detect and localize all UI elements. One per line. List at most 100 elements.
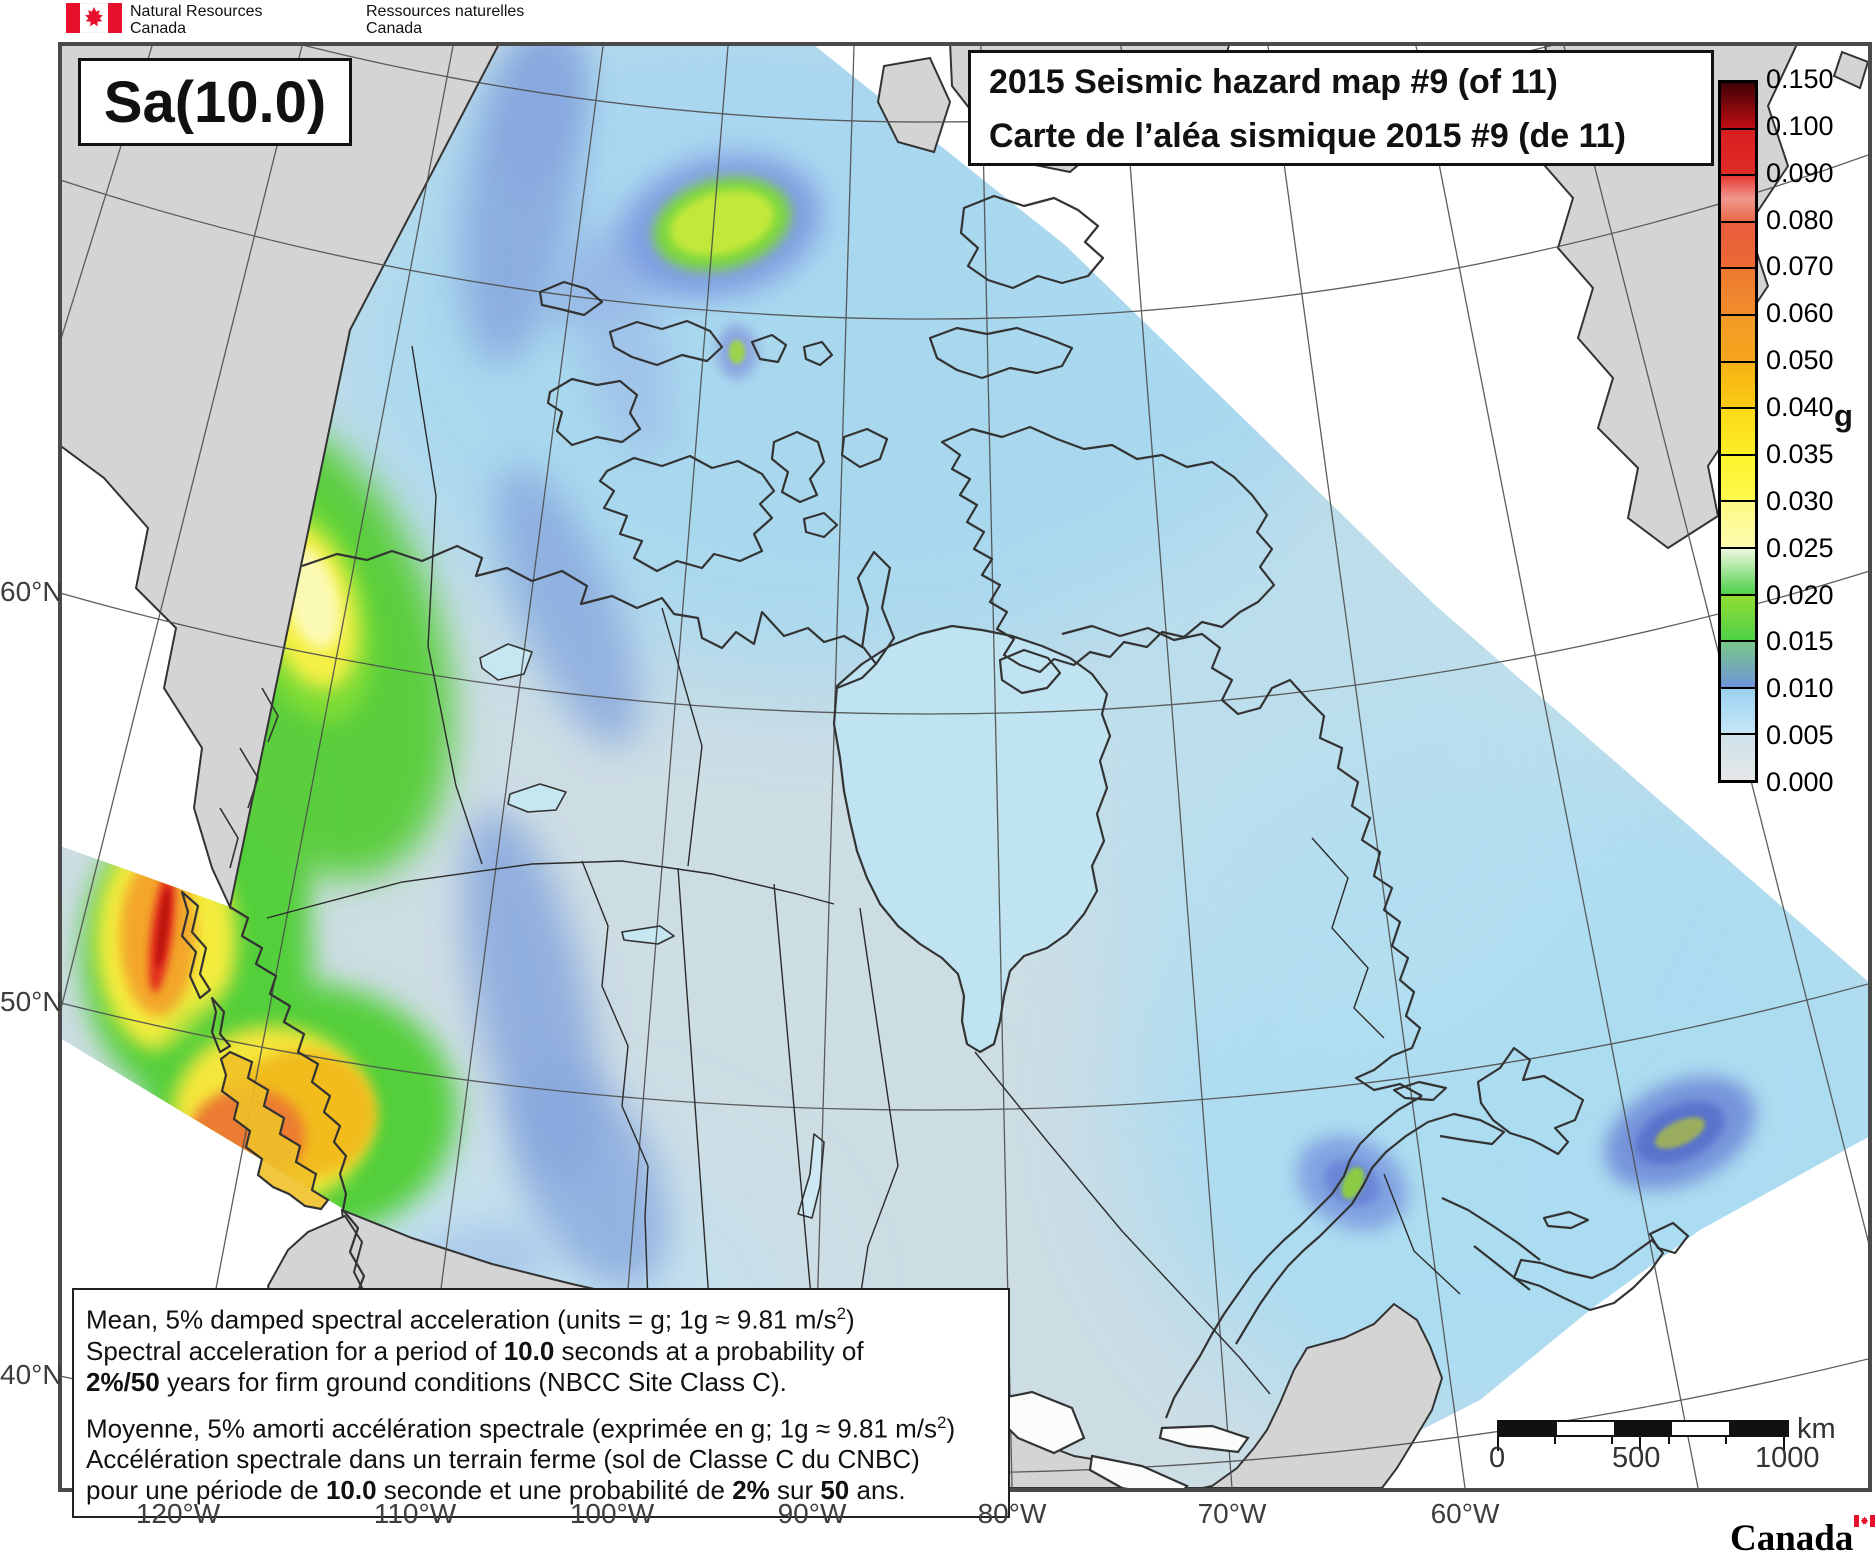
lake-ontario [1158, 1424, 1250, 1454]
wordmark-flag-icon [1854, 1515, 1875, 1527]
anticosti-island [1392, 1080, 1448, 1102]
lake-winnipeg [798, 1134, 824, 1218]
canada-seismic-hazard-map [62, 46, 1868, 1488]
hazard-parameter-label: Sa(10.0) [103, 69, 327, 135]
axel-heiberg [876, 56, 952, 154]
lat-label-40n: 40°N [0, 1359, 63, 1390]
color-scale-tick-label: 0.150 [1766, 64, 1834, 94]
greenland-fragment [1832, 50, 1868, 90]
color-scale-tick-label: 0.030 [1766, 486, 1834, 516]
color-scale-tick-label: 0.060 [1766, 298, 1834, 328]
color-scale-segment [1721, 735, 1755, 780]
baffin-island [940, 425, 1276, 674]
lon-label-100w: 100°W [569, 1498, 655, 1529]
vancouver-island [219, 1050, 330, 1211]
color-scale-tick-label: 0.035 [1766, 439, 1834, 469]
agency-en-line2: Canada [130, 20, 187, 37]
map-title-box: 2015 Seismic hazard map #9 (of 11) Carte… [968, 50, 1714, 166]
color-scale-segment [1721, 269, 1755, 316]
labrador-coast [1061, 624, 1423, 1097]
color-scale-tick-label: 0.020 [1766, 580, 1834, 610]
map-title-en: 2015 Seismic hazard map #9 (of 11) [989, 63, 1558, 101]
scale-tick-500 [1639, 1437, 1641, 1451]
lon-label-70w: 70°W [1197, 1498, 1267, 1529]
scale-tick-1000 [1783, 1437, 1785, 1451]
scale-bar-segment [1729, 1422, 1787, 1435]
great-bear-lake [480, 644, 532, 680]
graticule [62, 46, 1868, 1488]
color-scale-segment [1721, 455, 1755, 503]
inland-lakes [479, 643, 825, 1219]
somerset-island [840, 427, 889, 469]
great-slave-lake [508, 784, 566, 812]
scale-bar-segment [1499, 1422, 1557, 1435]
lat-label-50n: 50°N [0, 986, 63, 1017]
description-line: Moyenne, 5% amorti accélération spectral… [86, 1412, 956, 1444]
color-scale-tick-label: 0.090 [1766, 158, 1834, 188]
description-line: Mean, 5% damped spectral acceleration (u… [86, 1304, 855, 1335]
devon-island [928, 326, 1074, 380]
color-scale-tick-label: 0.010 [1766, 673, 1834, 703]
lat-label-60n: 60°N [0, 576, 63, 607]
lon-label-90w: 90°W [777, 1498, 847, 1529]
banks-island [546, 377, 642, 447]
description-fr: Moyenne, 5% amorti accélération spectral… [86, 1407, 996, 1507]
color-scale-tick-label: 0.025 [1766, 533, 1834, 563]
description-line: 2%/50 years for firm ground conditions (… [86, 1366, 787, 1397]
color-scale-segment [1721, 502, 1755, 549]
map-title-fr: Carte de l’aléa sismique 2015 #9 (de 11) [989, 117, 1626, 155]
gaspe-peninsula [1427, 1112, 1506, 1146]
description-en: Mean, 5% damped spectral acceleration (u… [86, 1298, 996, 1398]
lon-label-120w: 120°W [135, 1498, 221, 1529]
agency-fr-line1: Ressources naturelles [366, 3, 525, 20]
color-scale-segment [1721, 409, 1755, 456]
color-scale-segment [1721, 548, 1755, 596]
scale-tick-minor [1668, 1437, 1670, 1444]
color-scale-tick-label: 0.050 [1766, 345, 1834, 375]
prince-edward-island [1542, 1210, 1590, 1230]
color-scale-segment [1721, 129, 1755, 177]
color-scale-segment [1721, 83, 1755, 130]
st-lawrence-south-bank [1235, 1121, 1429, 1345]
cornwallis-island [802, 340, 834, 367]
color-scale-tick-label: 0.080 [1766, 205, 1834, 235]
agency-fr-line2: Canada [366, 20, 423, 37]
color-scale-segment [1721, 688, 1755, 736]
provincial-borders [266, 345, 1461, 1395]
bathurst-island [750, 333, 788, 364]
color-scale-tick-label: 0.000 [1766, 767, 1834, 797]
color-scale-segment [1721, 176, 1755, 223]
description-box: Mean, 5% damped spectral acceleration (u… [72, 1288, 1010, 1519]
scale-label-500: 500 [1612, 1442, 1661, 1474]
scale-bar-segment [1556, 1422, 1615, 1435]
description-line: Spectral acceleration for a period of 10… [86, 1335, 864, 1366]
canada-wordmark: Canada [1730, 1515, 1875, 1559]
hazard-parameter-box: Sa(10.0) [78, 58, 352, 146]
haida-gwaii [180, 890, 212, 1000]
st-lawrence-north-bank [1164, 1095, 1423, 1419]
color-scale-tick-label: 0.015 [1766, 626, 1834, 656]
color-scale-tick-label: 0.100 [1766, 111, 1834, 141]
king-william-island [802, 511, 839, 539]
color-scale-segment [1721, 642, 1755, 689]
hudson-bay [834, 626, 1110, 1052]
alaska-fjords [219, 687, 279, 869]
color-scale-segment [1721, 362, 1755, 410]
southampton-island [998, 648, 1062, 695]
wordmark-text: Canada [1730, 1518, 1854, 1559]
ellesmere-island [959, 194, 1105, 290]
scale-tick-minor [1725, 1437, 1727, 1444]
cape-breton [1648, 1221, 1690, 1255]
agency-en-line1: Natural Resources [130, 3, 263, 20]
scale-bar-segment [1614, 1422, 1672, 1435]
scale-tick-minor [1611, 1437, 1613, 1444]
header: Natural Resources Canada Ressources natu… [0, 0, 1875, 42]
color-scale-unit: g [1834, 398, 1853, 433]
color-scale-tick-label: 0.070 [1766, 251, 1834, 281]
map-frame: Sa(10.0) 2015 Seismic hazard map #9 (of … [58, 42, 1872, 1519]
scale-label-0: 0 [1489, 1442, 1506, 1474]
agency-name-fr: Ressources naturelles Canada [366, 3, 524, 37]
haida-gwaii-south [210, 996, 232, 1054]
lon-label-80w: 80°W [977, 1498, 1047, 1529]
